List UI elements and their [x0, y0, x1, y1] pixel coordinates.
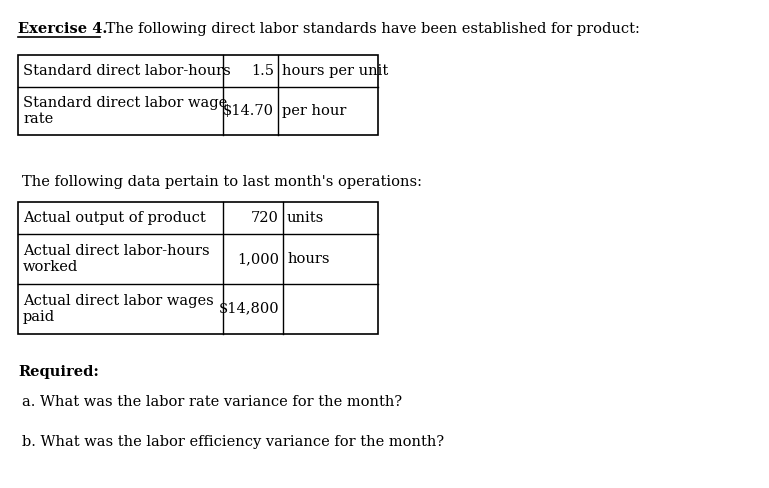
- Text: Actual direct labor-hours
worked: Actual direct labor-hours worked: [23, 244, 210, 274]
- Text: The following data pertain to last month's operations:: The following data pertain to last month…: [22, 175, 422, 189]
- Bar: [18, 55, 378, 135]
- Text: Actual output of product: Actual output of product: [23, 211, 206, 225]
- Bar: [18, 202, 378, 334]
- Text: Required:: Required:: [18, 365, 99, 379]
- Text: $14,800: $14,800: [218, 302, 279, 316]
- Text: Exercise 4.: Exercise 4.: [18, 22, 108, 36]
- Text: Actual direct labor wages
paid: Actual direct labor wages paid: [23, 294, 214, 324]
- Text: units: units: [287, 211, 325, 225]
- Text: 720: 720: [251, 211, 279, 225]
- Text: $14.70: $14.70: [223, 104, 274, 118]
- Text: 1.5: 1.5: [251, 64, 274, 78]
- Text: Standard direct labor wage
rate: Standard direct labor wage rate: [23, 96, 228, 126]
- Text: 1,000: 1,000: [237, 252, 279, 266]
- Text: per hour: per hour: [282, 104, 346, 118]
- Text: hours: hours: [287, 252, 329, 266]
- Text: hours per unit: hours per unit: [282, 64, 388, 78]
- Text: b. What was the labor efficiency variance for the month?: b. What was the labor efficiency varianc…: [22, 435, 444, 449]
- Text: Standard direct labor-hours: Standard direct labor-hours: [23, 64, 231, 78]
- Text: The following direct labor standards have been established for product:: The following direct labor standards hav…: [101, 22, 640, 36]
- Text: a. What was the labor rate variance for the month?: a. What was the labor rate variance for …: [22, 395, 402, 409]
